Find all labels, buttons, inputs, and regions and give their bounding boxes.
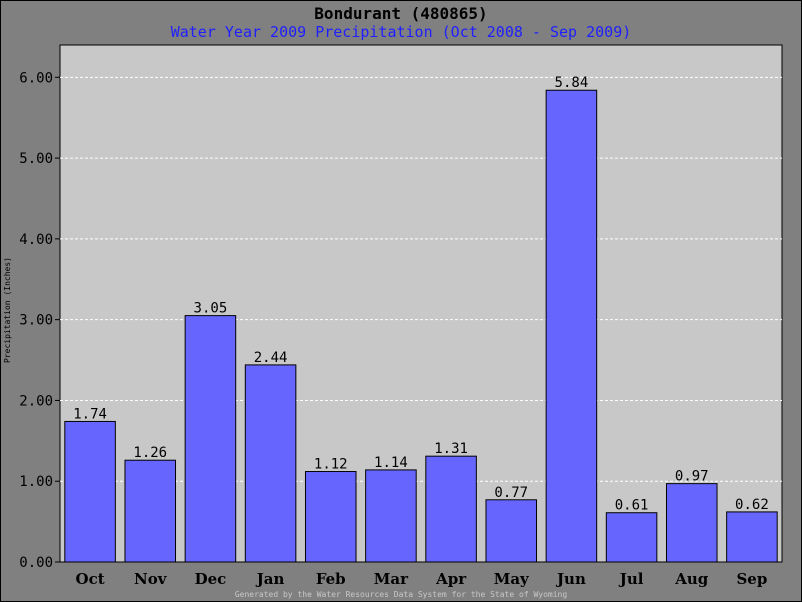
x-tick-label-nov: Nov bbox=[134, 570, 168, 588]
data-label-jan: 2.44 bbox=[254, 350, 288, 366]
y-tick-label: 5.00 bbox=[19, 151, 53, 167]
bar-apr bbox=[425, 455, 477, 563]
chart-subtitle: Water Year 2009 Precipitation (Oct 2008 … bbox=[170, 23, 632, 41]
y-tick-label: 1.00 bbox=[19, 474, 53, 490]
bar-aug bbox=[665, 483, 718, 563]
x-tick-label-jul: Jul bbox=[618, 570, 644, 588]
data-labels: 1.74 1.26 3.05 2.44 1.12 1.14 1.31 0.77 5.84 0.61… bbox=[73, 75, 769, 513]
x-tick-label-oct: Oct bbox=[76, 570, 105, 588]
bar-oct bbox=[64, 420, 116, 563]
y-tick-label: 2.00 bbox=[19, 393, 53, 409]
bar-jul bbox=[605, 512, 658, 563]
bar-may bbox=[485, 499, 538, 563]
gridlines bbox=[60, 76, 782, 482]
y-tick-label: 3.00 bbox=[19, 313, 53, 329]
data-label-nov: 1.26 bbox=[133, 445, 167, 461]
data-label-mar: 1.14 bbox=[374, 455, 408, 471]
footer-credit: Generated by the Water Resources Data Sy… bbox=[234, 590, 568, 599]
bar-dec bbox=[184, 315, 237, 563]
bar-jan bbox=[244, 364, 297, 563]
data-label-feb: 1.12 bbox=[314, 457, 348, 473]
data-label-oct: 1.74 bbox=[73, 406, 107, 422]
bar-jun bbox=[545, 89, 598, 563]
bar-nov bbox=[124, 459, 177, 563]
x-tick-label-dec: Dec bbox=[195, 570, 227, 588]
data-label-sep: 0.62 bbox=[735, 497, 769, 513]
x-tick-label-may: May bbox=[494, 570, 530, 588]
bars bbox=[64, 89, 778, 563]
x-tick-label-aug: Aug bbox=[674, 570, 709, 588]
data-label-jun: 5.84 bbox=[555, 75, 589, 91]
x-tick-label-sep: Sep bbox=[736, 570, 767, 588]
bar-sep bbox=[726, 511, 778, 563]
x-tick-label-jun: Jun bbox=[555, 570, 586, 588]
x-tick-label-jan: Jan bbox=[255, 570, 285, 588]
y-axis-ticks: 0.00 1.00 2.00 3.00 4.00 5.00 6.00 bbox=[19, 70, 60, 571]
y-tick-label: 0.00 bbox=[19, 555, 53, 571]
data-label-aug: 0.97 bbox=[675, 469, 709, 485]
bar-mar bbox=[365, 469, 417, 563]
plot-area bbox=[59, 44, 783, 563]
x-tick-label-feb: Feb bbox=[316, 570, 346, 588]
data-label-may: 0.77 bbox=[494, 485, 528, 501]
bar-feb bbox=[304, 471, 357, 563]
chart-title: Bondurant (480865) bbox=[314, 4, 488, 23]
data-label-apr: 1.31 bbox=[434, 441, 468, 457]
x-axis-ticks: Oct Nov Dec Jan Feb Mar Apr May Jun Jul Aug Sep bbox=[76, 570, 768, 588]
data-label-jul: 0.61 bbox=[615, 498, 649, 514]
x-tick-label-mar: Mar bbox=[374, 570, 409, 588]
data-label-dec: 3.05 bbox=[194, 301, 228, 317]
y-axis-label: Precipitation (Inches) bbox=[3, 257, 12, 363]
y-tick-label: 4.00 bbox=[19, 232, 53, 248]
y-tick-label: 6.00 bbox=[19, 70, 53, 86]
x-tick-label-apr: Apr bbox=[435, 570, 467, 588]
